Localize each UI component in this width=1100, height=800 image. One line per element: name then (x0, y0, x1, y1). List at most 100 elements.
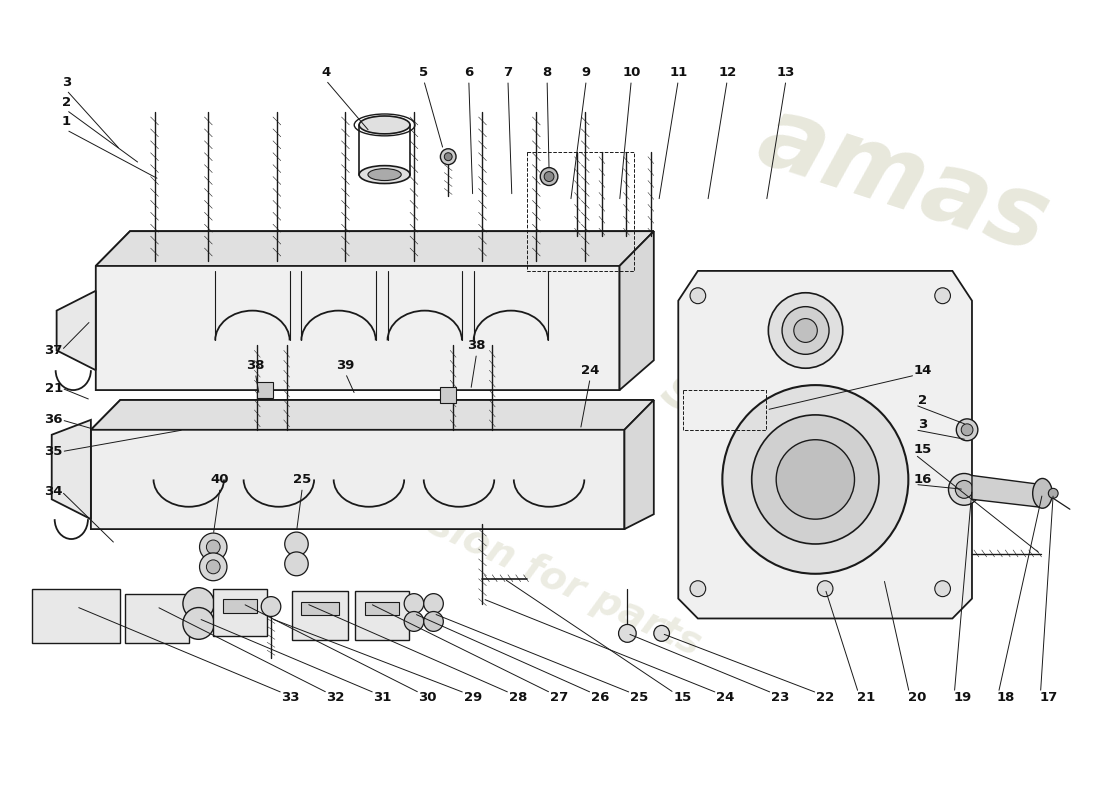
Ellipse shape (1033, 478, 1053, 508)
Circle shape (782, 306, 829, 354)
Text: 12: 12 (718, 66, 736, 78)
Bar (365, 602, 399, 615)
Text: 38: 38 (468, 339, 486, 352)
Bar (683, 390, 767, 430)
Text: 7: 7 (504, 66, 513, 78)
Text: 39: 39 (337, 358, 354, 372)
Polygon shape (625, 400, 653, 529)
Circle shape (261, 597, 280, 617)
Circle shape (690, 288, 706, 304)
Polygon shape (972, 475, 1041, 507)
Text: 40: 40 (211, 473, 230, 486)
Text: 27: 27 (550, 691, 568, 705)
Circle shape (817, 581, 833, 597)
Circle shape (794, 318, 817, 342)
Text: 13: 13 (777, 66, 795, 78)
Bar (257, 382, 273, 398)
Circle shape (751, 415, 879, 544)
Circle shape (199, 533, 227, 561)
Text: 16: 16 (914, 473, 932, 486)
Text: 33: 33 (282, 691, 300, 705)
Circle shape (955, 481, 974, 498)
Text: 15: 15 (914, 443, 932, 456)
Text: 5: 5 (419, 66, 428, 78)
Circle shape (440, 149, 456, 165)
Text: 9: 9 (582, 66, 591, 78)
Text: 20: 20 (908, 691, 926, 705)
Text: amas: amas (747, 90, 1060, 274)
Circle shape (961, 424, 974, 436)
Text: 34: 34 (44, 485, 63, 498)
Circle shape (199, 553, 227, 581)
Polygon shape (619, 231, 653, 390)
Text: 8: 8 (542, 66, 552, 78)
Text: 37: 37 (44, 344, 63, 357)
Polygon shape (96, 231, 653, 266)
Text: 21: 21 (45, 382, 63, 394)
Text: 1: 1 (62, 115, 72, 129)
Polygon shape (91, 400, 653, 430)
Bar (301, 602, 339, 615)
Text: 17: 17 (1040, 691, 1057, 705)
Polygon shape (56, 290, 96, 370)
Bar (32, 589, 120, 643)
Text: 19: 19 (953, 691, 971, 705)
Circle shape (444, 153, 452, 161)
Bar (440, 387, 456, 403)
Text: 10: 10 (623, 66, 640, 78)
Text: 25: 25 (630, 691, 648, 705)
Text: 38: 38 (246, 358, 265, 372)
Bar (292, 590, 349, 640)
Circle shape (183, 607, 215, 639)
Text: 31: 31 (373, 691, 392, 705)
Text: 24: 24 (581, 364, 600, 377)
Text: 35: 35 (44, 445, 63, 458)
Ellipse shape (359, 166, 410, 183)
Ellipse shape (359, 116, 410, 134)
Circle shape (207, 560, 220, 574)
Bar (213, 589, 267, 636)
Circle shape (424, 611, 443, 631)
Circle shape (935, 288, 950, 304)
Polygon shape (679, 271, 972, 618)
Bar (223, 598, 257, 613)
Text: 23: 23 (771, 691, 790, 705)
Circle shape (285, 552, 308, 576)
Text: 11: 11 (669, 66, 688, 78)
Polygon shape (91, 400, 653, 529)
Text: 18: 18 (997, 691, 1015, 705)
Text: 2: 2 (918, 394, 927, 406)
Circle shape (769, 293, 843, 368)
Circle shape (618, 625, 636, 642)
Circle shape (935, 581, 950, 597)
Polygon shape (52, 420, 91, 519)
Text: 4: 4 (321, 66, 330, 78)
Text: 30: 30 (418, 691, 437, 705)
Bar (125, 594, 189, 643)
Circle shape (1048, 488, 1058, 498)
Text: 36: 36 (44, 414, 63, 426)
Circle shape (723, 385, 909, 574)
Text: 14: 14 (914, 364, 932, 377)
Circle shape (653, 626, 670, 642)
Circle shape (948, 474, 980, 506)
Ellipse shape (367, 169, 402, 181)
Polygon shape (96, 231, 653, 390)
Text: 21: 21 (857, 691, 876, 705)
Text: 3: 3 (62, 76, 72, 89)
Text: 29: 29 (463, 691, 482, 705)
Bar (527, 152, 635, 271)
Circle shape (777, 440, 855, 519)
Circle shape (544, 171, 554, 182)
Text: 24: 24 (716, 691, 735, 705)
Text: 2: 2 (62, 95, 72, 109)
Text: 28: 28 (508, 691, 527, 705)
Circle shape (404, 594, 424, 614)
Circle shape (183, 588, 215, 619)
Text: 6: 6 (464, 66, 473, 78)
Text: 25: 25 (294, 473, 311, 486)
Circle shape (956, 419, 978, 441)
Text: a passion for parts: a passion for parts (317, 454, 707, 663)
Text: 3: 3 (918, 418, 927, 431)
Text: since 1985: since 1985 (652, 361, 958, 598)
